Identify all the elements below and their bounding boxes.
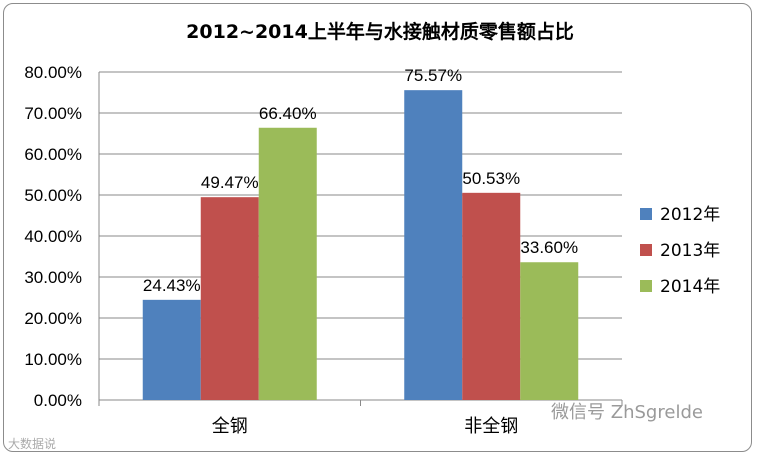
bar — [200, 197, 259, 400]
y-tick-label: 30.00% — [24, 268, 82, 287]
data-labels: 24.43% 49.47% 66.40% 75.57% 50.53% 33.60% — [143, 66, 578, 295]
y-tick-label: 70.00% — [24, 104, 82, 123]
legend-swatch — [640, 208, 652, 220]
bar — [520, 262, 579, 400]
y-tick-label: 60.00% — [24, 145, 82, 164]
y-tick-label: 10.00% — [24, 350, 82, 369]
watermark-small-text: 大数据说 — [8, 436, 56, 451]
data-label: 50.53% — [462, 169, 520, 188]
x-axis-categories: 全钢 非全钢 — [212, 416, 519, 437]
y-tick-label: 80.00% — [24, 63, 82, 82]
bar — [142, 299, 201, 400]
data-label: 49.47% — [201, 173, 259, 192]
data-label: 75.57% — [404, 66, 462, 85]
y-axis-ticks: 0.00% 10.00% 20.00% 30.00% 40.00% 50.00% 60.00… — [24, 63, 82, 410]
data-label: 24.43% — [143, 276, 201, 295]
legend-label: 2012年 — [660, 205, 720, 225]
legend-swatch — [640, 244, 652, 256]
bar — [404, 90, 463, 401]
legend-label: 2013年 — [660, 241, 720, 261]
y-tick-label: 40.00% — [24, 227, 82, 246]
bar — [258, 127, 317, 400]
legend: 2012年 2013年 2014年 — [640, 205, 720, 297]
chart-frame — [3, 3, 752, 452]
bar — [462, 192, 521, 400]
y-tick-label: 20.00% — [24, 309, 82, 328]
y-tick-label: 0.00% — [34, 391, 82, 410]
legend-label: 2014年 — [660, 277, 720, 297]
y-tick-label: 50.00% — [24, 186, 82, 205]
data-label: 66.40% — [259, 104, 317, 123]
watermark-right: 微信号 ZhSgrelde — [551, 402, 703, 423]
bars — [142, 90, 579, 401]
watermark-left: 大数据说 — [8, 436, 56, 451]
chart-title: 2012~2014上半年与水接触材质零售额占比 — [186, 20, 574, 43]
watermark-text: 微信号 ZhSgrelde — [551, 402, 703, 423]
x-category-label: 非全钢 — [464, 416, 518, 437]
data-label: 33.60% — [520, 238, 578, 257]
x-category-label: 全钢 — [212, 416, 248, 437]
legend-swatch — [640, 280, 652, 292]
